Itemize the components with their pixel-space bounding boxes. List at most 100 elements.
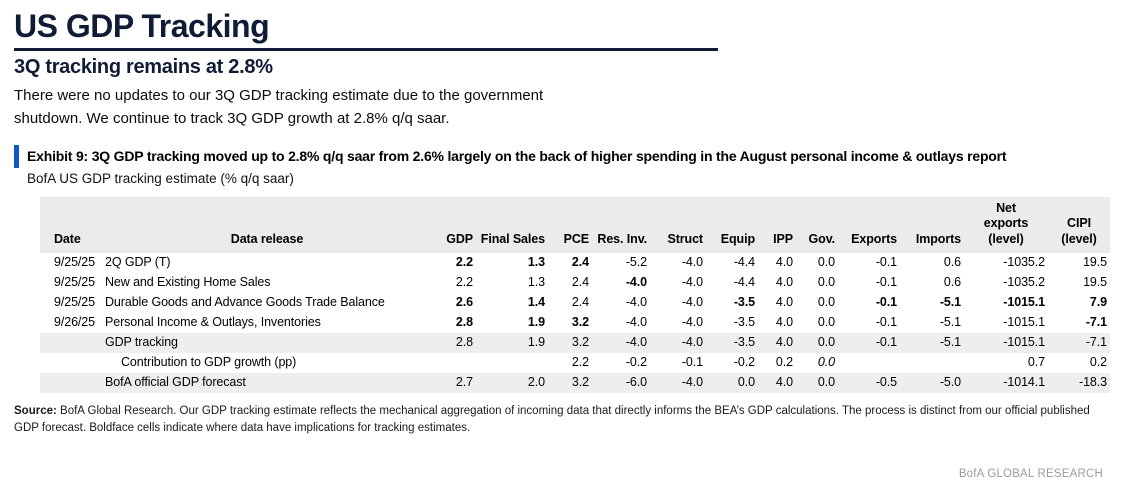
- value-cell: -1015.1: [1003, 294, 1045, 309]
- section-subtitle: 3Q tracking remains at 2.8%: [14, 55, 273, 78]
- date-cell: [40, 332, 102, 353]
- table-head: Date Data release GDP Final Sales PCE Res. In…: [40, 196, 1110, 253]
- value-cell: 1.9: [476, 332, 548, 353]
- value-cell: 0.0: [817, 294, 835, 309]
- value-cell: -0.1: [838, 332, 900, 353]
- source-text: BofA Global Research. Our GDP tracking e…: [14, 404, 1090, 434]
- value-cell: 2.6: [455, 294, 473, 309]
- value-cell: 3.2: [548, 372, 592, 393]
- value-cell: 0.6: [943, 274, 961, 289]
- value-cell: 19.5: [1083, 254, 1107, 269]
- data-release-cell: GDP tracking: [102, 332, 432, 353]
- column-header: IPP: [758, 196, 796, 253]
- exhibit-accent-bar: [14, 145, 19, 168]
- value-cell: -4.0: [650, 332, 706, 353]
- value-cell: -0.1: [681, 354, 703, 369]
- value-cell: -18.3: [1048, 372, 1110, 393]
- column-header: Res. Inv.: [592, 196, 650, 253]
- value-cell: [900, 353, 964, 373]
- value-cell: 0.0: [796, 332, 838, 353]
- value-cell: -5.1: [939, 294, 961, 309]
- value-cell: -4.0: [681, 274, 703, 289]
- value-cell: 2.2: [455, 254, 473, 269]
- table-header-row: Date Data release GDP Final Sales PCE Res. In…: [40, 196, 1110, 253]
- column-header: Imports: [900, 196, 964, 253]
- value-cell: -4.0: [592, 332, 650, 353]
- report-page: US GDP Tracking 3Q tracking remains at 2…: [0, 8, 1134, 492]
- source-label: Source:: [14, 404, 57, 417]
- value-cell: 3.2: [571, 314, 589, 329]
- value-cell: 2.4: [571, 294, 589, 309]
- value-cell: -0.2: [625, 354, 647, 369]
- data-release-cell: Contribution to GDP growth (pp): [121, 354, 297, 369]
- value-cell: -0.1: [875, 274, 897, 289]
- intro-paragraph: There were no updates to our 3Q GDP trac…: [14, 86, 544, 128]
- date-cell: 9/26/25: [54, 314, 96, 329]
- date-cell: [40, 353, 102, 373]
- table-row: 9/25/25 2Q GDP (T) 2.2 1.3 2.4 -5.2 -4.0 -4.4 4.…: [40, 253, 1110, 273]
- column-header: Equip: [706, 196, 758, 253]
- date-cell: 9/25/25: [54, 274, 96, 289]
- column-header: Date: [40, 196, 102, 253]
- value-cell: 4.0: [758, 372, 796, 393]
- value-cell: -5.1: [900, 332, 964, 353]
- value-cell: -4.0: [681, 294, 703, 309]
- source-note: Source: BofA Global Research. Our GDP tr…: [14, 403, 1110, 438]
- value-cell: 2.0: [476, 372, 548, 393]
- value-cell: -1035.2: [1003, 254, 1045, 269]
- table-body: 9/25/25 2Q GDP (T) 2.2 1.3 2.4 -5.2 -4.0 -4.4 4.…: [40, 253, 1110, 393]
- value-cell: 0.0: [796, 372, 838, 393]
- value-cell: -7.1: [1048, 332, 1110, 353]
- value-cell: -5.1: [939, 314, 961, 329]
- date-cell: 9/25/25: [54, 294, 96, 309]
- value-cell: 2.4: [571, 274, 589, 289]
- data-release-cell: 2Q GDP (T): [105, 254, 171, 269]
- value-cell: 4.0: [775, 294, 793, 309]
- exhibit-caption: BofA US GDP tracking estimate (% q/q saa…: [27, 170, 294, 186]
- date-cell: 9/25/25: [54, 254, 96, 269]
- column-header: Exports: [838, 196, 900, 253]
- value-cell: 3.2: [548, 332, 592, 353]
- value-cell: 1.3: [527, 254, 545, 269]
- value-cell: 0.2: [775, 354, 793, 369]
- data-release-cell: New and Existing Home Sales: [105, 274, 271, 289]
- table-row: Contribution to GDP growth (pp) 2.2 -0.2 -0…: [40, 353, 1110, 373]
- value-cell: 19.5: [1083, 274, 1107, 289]
- value-cell: -5.2: [625, 254, 647, 269]
- tracking-table: Date Data release GDP Final Sales PCE Res. In…: [40, 196, 1110, 393]
- value-cell: 0.0: [817, 254, 835, 269]
- value-cell: 0.6: [943, 254, 961, 269]
- value-cell: -3.5: [706, 332, 758, 353]
- column-header: Struct: [650, 196, 706, 253]
- value-cell: 4.0: [758, 332, 796, 353]
- value-cell: -4.0: [625, 294, 647, 309]
- column-header: PCE: [548, 196, 592, 253]
- value-cell: [838, 353, 900, 373]
- value-cell: 4.0: [775, 314, 793, 329]
- column-header: Final Sales: [476, 196, 548, 253]
- exhibit-title: Exhibit 9: 3Q GDP tracking moved up to 2…: [27, 148, 1007, 165]
- value-cell: -4.4: [733, 274, 755, 289]
- table-row: 9/25/25 Durable Goods and Advance Goods T…: [40, 293, 1110, 313]
- column-header: Net exports (level): [964, 196, 1048, 253]
- value-cell: -3.5: [733, 314, 755, 329]
- value-cell: 1.3: [527, 274, 545, 289]
- title-underline: [14, 47, 718, 51]
- value-cell: -7.1: [1085, 314, 1107, 329]
- value-cell: 1.4: [527, 294, 545, 309]
- value-cell: -1035.2: [1003, 274, 1045, 289]
- value-cell: -0.5: [838, 372, 900, 393]
- column-header: Gov.: [796, 196, 838, 253]
- exhibit-header: Exhibit 9: 3Q GDP tracking moved up to 2…: [14, 145, 1134, 168]
- value-cell: 4.0: [775, 254, 793, 269]
- value-cell: 7.9: [1089, 294, 1107, 309]
- value-cell: 0.2: [1089, 354, 1107, 369]
- page-title: US GDP Tracking: [14, 8, 270, 44]
- value-cell: 2.8: [432, 332, 476, 353]
- date-cell: [40, 372, 102, 393]
- value-cell: -3.5: [733, 294, 755, 309]
- value-cell: -4.0: [681, 254, 703, 269]
- data-release-cell: BofA official GDP forecast: [102, 372, 432, 393]
- value-cell: 0.0: [817, 274, 835, 289]
- value-cell: -4.0: [625, 274, 647, 289]
